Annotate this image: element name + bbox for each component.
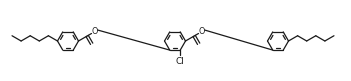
Text: O: O [91, 27, 98, 36]
Text: O: O [198, 27, 205, 36]
Text: Cl: Cl [176, 57, 185, 66]
